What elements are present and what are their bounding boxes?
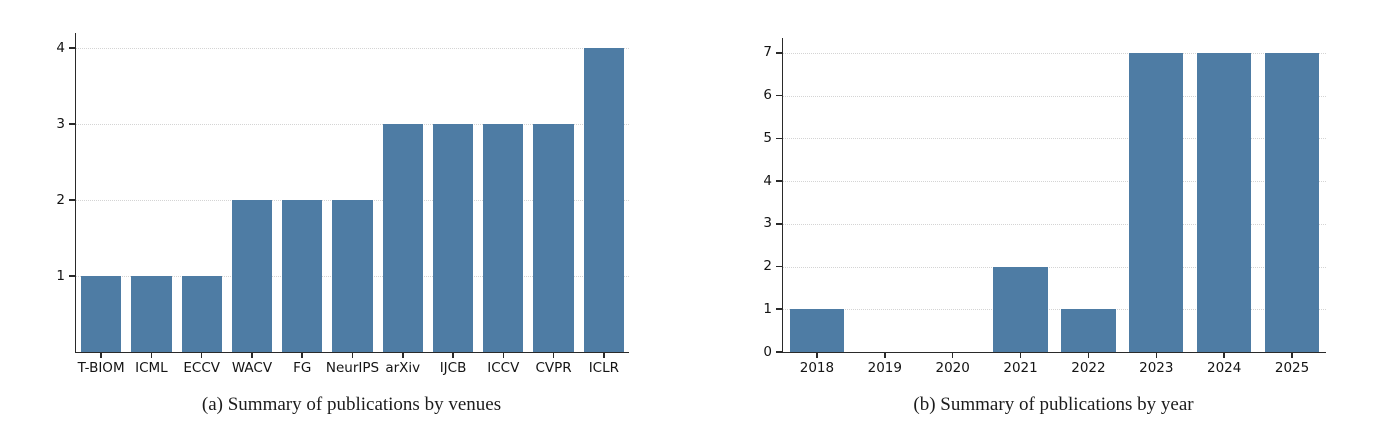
bar-T-BIOM xyxy=(81,276,122,352)
gridline xyxy=(783,95,1326,97)
x-tick-mark xyxy=(1019,352,1022,358)
x-tick-mark xyxy=(816,352,818,358)
x-tick-mark xyxy=(1087,352,1090,358)
x-tick-mark xyxy=(1223,352,1225,358)
bar-2024 xyxy=(1197,52,1252,352)
y-tick-label: 4 xyxy=(56,39,65,56)
y-tick-label: 5 xyxy=(763,129,772,146)
bar-IJCB xyxy=(432,124,474,352)
y-tick-mark xyxy=(776,94,782,97)
x-tick-mark xyxy=(401,352,404,358)
x-tick-label: 2022 xyxy=(1071,360,1106,376)
x-tick-label: WACV xyxy=(231,360,273,376)
x-tick-mark xyxy=(603,352,605,358)
gridline xyxy=(76,124,629,126)
x-tick-label: ICLR xyxy=(588,360,620,376)
y-tick-label: 0 xyxy=(763,343,772,360)
x-tick-mark xyxy=(552,352,555,358)
bar-ICLR xyxy=(583,48,624,352)
y-tick-mark xyxy=(776,351,782,353)
x-tick-label: arXiv xyxy=(385,360,421,376)
y-tick-mark xyxy=(69,123,75,125)
x-tick-label: 2019 xyxy=(867,360,902,376)
y-tick-mark xyxy=(776,308,782,311)
bar-ECCV xyxy=(181,276,222,352)
x-tick-mark xyxy=(951,352,954,358)
bar-ICCV xyxy=(483,124,524,352)
y-tick-label: 3 xyxy=(763,215,772,232)
bar-2021 xyxy=(993,266,1048,352)
x-tick-label: IJCB xyxy=(439,360,467,376)
x-tick-label: T-BIOM xyxy=(77,360,125,376)
y-tick-mark xyxy=(776,223,782,225)
y-tick-label: 2 xyxy=(56,191,65,208)
x-tick-label: FG xyxy=(293,360,312,376)
x-tick-label: 2024 xyxy=(1207,360,1242,376)
gridline xyxy=(783,223,1326,225)
x-tick-label: 2025 xyxy=(1274,360,1310,376)
years-caption: (b) Summary of publications by year xyxy=(913,394,1194,415)
gridline xyxy=(783,181,1326,183)
gridline xyxy=(783,138,1326,140)
y-tick-label: 6 xyxy=(763,87,772,104)
y-tick-label: 1 xyxy=(56,267,65,284)
venues-plot-area: 1 2 3 4 T-BIOM ICML ECCV WACV FG NeurIPS arXiv IJCB… xyxy=(56,33,629,375)
x-tick-mark xyxy=(1155,352,1158,358)
bar-2025 xyxy=(1264,52,1320,352)
x-tick-label: 2021 xyxy=(1003,360,1038,376)
x-tick-label: ECCV xyxy=(183,360,220,376)
x-tick-mark xyxy=(251,352,253,358)
x-tick-mark xyxy=(200,352,203,358)
x-tick-mark xyxy=(1291,352,1293,358)
years-plot-area: 0 1 2 3 4 5 6 7 2018 2019 2020 2021 2022 2023 2024 2025 xyxy=(763,38,1326,375)
bar-FG xyxy=(282,200,323,352)
y-tick-mark xyxy=(776,180,782,182)
y-tick-mark xyxy=(69,199,75,201)
x-tick-label: 2018 xyxy=(799,360,835,376)
gridline xyxy=(783,266,1326,268)
x-tick-label: NeurIPS xyxy=(325,360,380,376)
venues-caption: (a) Summary of publications by venues xyxy=(201,394,502,415)
bar-arXiv xyxy=(382,124,423,352)
y-tick-mark xyxy=(776,137,782,140)
bar-CVPR xyxy=(533,124,574,352)
bar-NeurIPS xyxy=(332,200,373,352)
y-tick-mark xyxy=(69,47,75,49)
x-tick-mark xyxy=(301,352,304,358)
y-tick-label: 3 xyxy=(56,115,65,132)
y-tick-label: 7 xyxy=(763,44,772,61)
gridline xyxy=(783,309,1326,311)
bar-WACV xyxy=(231,200,273,352)
bar-ICML xyxy=(131,276,172,352)
y-tick-label: 2 xyxy=(763,258,772,275)
x-tick-mark xyxy=(351,352,354,358)
gridline xyxy=(76,48,629,50)
x-tick-mark xyxy=(884,352,886,358)
x-tick-label: CVPR xyxy=(535,360,572,376)
gridline xyxy=(783,52,1326,54)
y-tick-mark xyxy=(776,52,782,54)
y-tick-label: 1 xyxy=(763,300,772,317)
x-tick-label: 2023 xyxy=(1139,360,1174,376)
x-tick-mark xyxy=(150,352,153,358)
bar-2022 xyxy=(1061,309,1116,352)
x-tick-mark xyxy=(452,352,454,358)
x-tick-label: ICML xyxy=(135,360,168,376)
y-tick-mark xyxy=(776,265,782,268)
y-tick-label: 4 xyxy=(763,172,772,189)
bar-2023 xyxy=(1129,52,1184,352)
x-tick-mark xyxy=(100,352,102,358)
x-tick-label: ICCV xyxy=(487,360,520,376)
x-tick-label: 2020 xyxy=(935,360,970,376)
y-tick-mark xyxy=(69,275,75,277)
x-tick-mark xyxy=(502,352,505,358)
bar-2018 xyxy=(789,309,845,352)
